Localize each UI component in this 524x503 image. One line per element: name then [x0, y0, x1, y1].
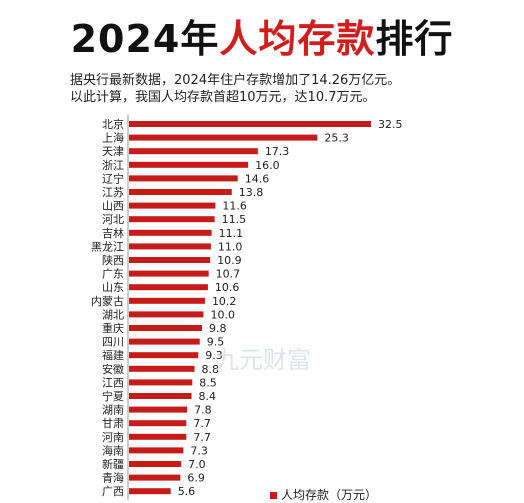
bar — [129, 325, 202, 331]
value-label: 7.8 — [194, 404, 212, 417]
chart-title: 2024年人均存款排行 — [0, 8, 524, 63]
value-label: 6.9 — [187, 472, 205, 485]
bar — [129, 134, 318, 141]
category-label: 辽宁 — [102, 171, 124, 185]
value-label: 10.9 — [217, 254, 242, 267]
title-year: 2024年 — [70, 17, 220, 61]
category-label: 山东 — [102, 281, 124, 294]
value-label: 11.1 — [219, 227, 244, 240]
category-label: 广东 — [102, 268, 124, 281]
category-label: 湖南 — [102, 404, 124, 417]
value-label: 14.6 — [245, 172, 270, 185]
category-label: 青海 — [102, 471, 124, 485]
bar — [129, 474, 181, 481]
bar — [129, 461, 182, 467]
category-label: 安徽 — [102, 362, 124, 376]
bar — [129, 189, 232, 195]
title-suffix: 排行 — [375, 17, 454, 61]
bar — [129, 488, 171, 495]
category-label: 山西 — [102, 200, 124, 213]
value-label: 10.6 — [215, 281, 240, 294]
value-label: 7.7 — [193, 417, 211, 430]
bar — [129, 338, 200, 345]
note-line-1: 据央行最新数据，2024年住户存款增加了14.26万亿元。 — [70, 73, 401, 88]
category-label: 四川 — [102, 336, 124, 349]
value-label: 8.4 — [199, 390, 217, 403]
bar — [129, 420, 187, 427]
bar — [129, 202, 216, 209]
bar — [129, 433, 187, 440]
value-label: 13.8 — [239, 186, 264, 199]
category-label: 宁夏 — [102, 389, 124, 403]
category-label: 甘肃 — [102, 417, 124, 430]
value-label: 8.5 — [199, 376, 217, 389]
bar — [129, 270, 209, 277]
value-label: 10.7 — [216, 268, 241, 281]
category-label: 河南 — [102, 431, 124, 444]
bar — [129, 284, 208, 291]
legend-swatch — [270, 492, 277, 499]
title-highlight: 人均存款 — [219, 17, 376, 61]
value-label: 9.5 — [207, 336, 225, 349]
category-label: 福建 — [102, 348, 124, 362]
value-label: 11.5 — [222, 213, 247, 226]
bar — [129, 447, 184, 454]
category-label: 内蒙古 — [91, 294, 124, 308]
bar — [129, 297, 205, 304]
value-label: 7.3 — [190, 444, 208, 457]
category-label: 黑龙江 — [91, 240, 124, 253]
value-label: 10.0 — [210, 308, 235, 321]
bar — [129, 393, 192, 399]
category-label: 北京 — [102, 117, 124, 131]
category-label: 江西 — [102, 376, 124, 389]
bar — [129, 216, 215, 223]
bar — [129, 148, 258, 155]
value-label: 10.2 — [212, 295, 237, 308]
value-label: 11.6 — [222, 200, 247, 213]
bar — [129, 175, 238, 182]
category-label: 新疆 — [102, 457, 124, 471]
bar — [129, 243, 211, 250]
value-label: 5.6 — [178, 485, 196, 498]
category-label: 天津 — [102, 145, 124, 158]
bar — [129, 257, 211, 263]
bar — [129, 352, 199, 359]
category-label: 上海 — [102, 131, 124, 145]
note-line-2: 以此计算，我国人均存款首超10万元，达10.7万元。 — [70, 90, 376, 105]
bar — [129, 161, 249, 168]
bar — [129, 379, 193, 386]
category-label: 河北 — [102, 213, 124, 226]
bar — [129, 365, 195, 372]
category-label: 江苏 — [102, 186, 124, 199]
legend: 人均存款（万元） — [270, 486, 377, 503]
category-label: 湖北 — [102, 308, 124, 321]
category-label: 海南 — [102, 443, 124, 457]
bar — [129, 229, 212, 236]
category-label: 重庆 — [102, 321, 124, 335]
bar — [129, 406, 188, 413]
value-label: 9.8 — [209, 322, 227, 335]
bar — [129, 311, 204, 318]
bar — [129, 121, 371, 127]
category-label: 陕西 — [102, 253, 124, 267]
value-label: 32.5 — [378, 118, 403, 131]
value-label: 16.0 — [255, 159, 280, 172]
value-label: 25.3 — [324, 132, 349, 145]
value-label: 7.0 — [188, 458, 206, 471]
value-label: 9.3 — [205, 349, 223, 362]
legend-label: 人均存款（万元） — [281, 488, 378, 502]
category-label: 吉林 — [102, 226, 124, 240]
category-label: 浙江 — [102, 159, 124, 172]
value-label: 11.0 — [218, 240, 243, 253]
category-label: 广西 — [102, 485, 124, 498]
value-label: 7.7 — [193, 431, 211, 444]
value-label: 8.8 — [202, 363, 220, 376]
value-label: 17.3 — [265, 145, 290, 158]
source-note: 据央行最新数据，2024年住户存款增加了14.26万亿元。 以此计算，我国人均存… — [70, 72, 400, 106]
